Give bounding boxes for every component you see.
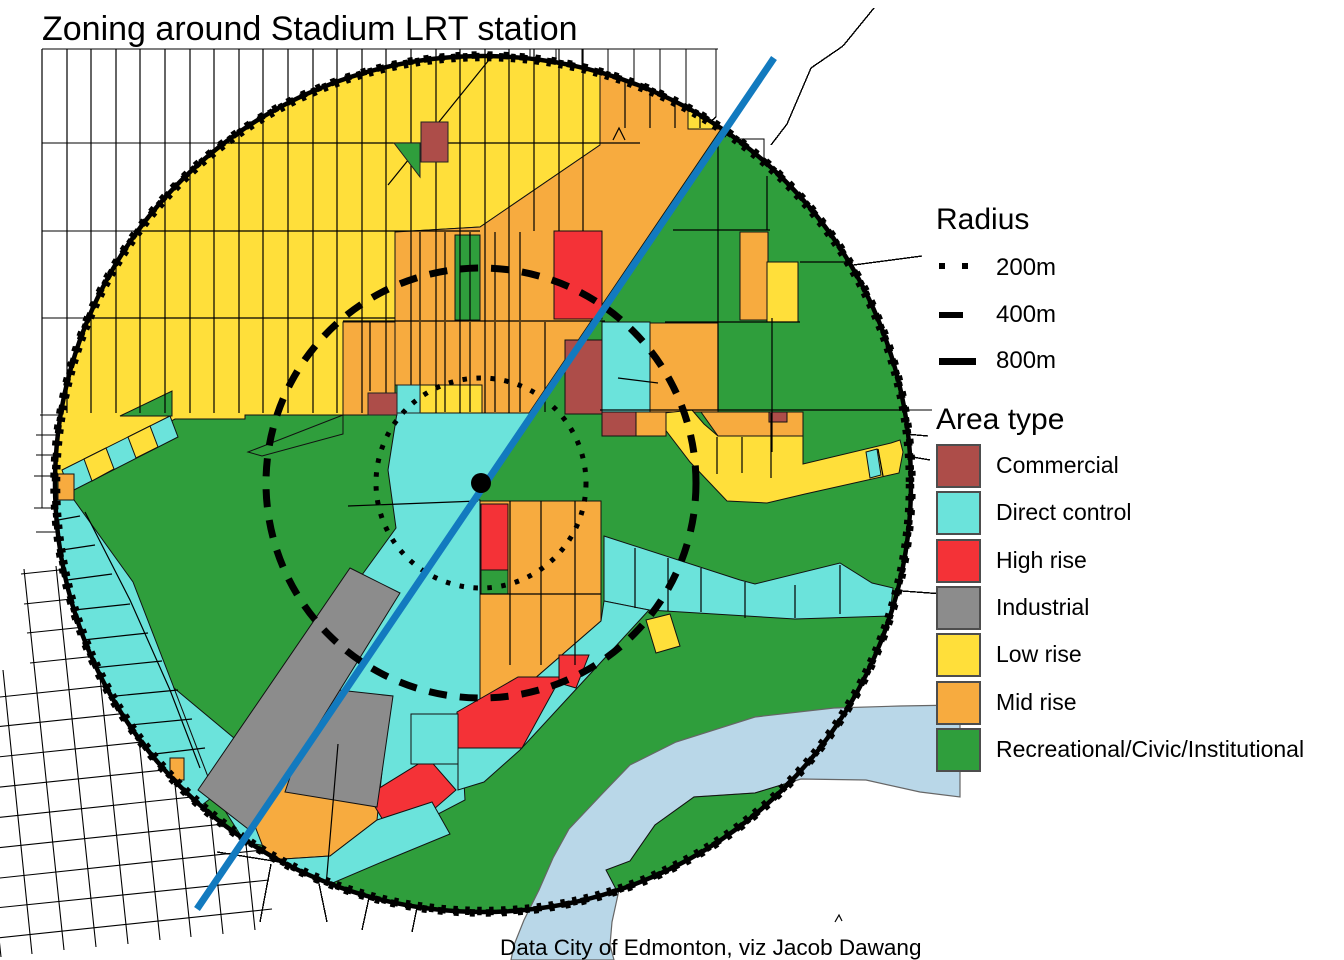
svg-text:200m: 200m [996,254,1056,281]
svg-text:Mid rise: Mid rise [996,689,1077,715]
svg-text:Area type: Area type [936,403,1064,436]
svg-text:Direct control: Direct control [996,499,1131,525]
svg-text:High rise: High rise [996,547,1087,573]
svg-text:400m: 400m [996,301,1056,328]
svg-text:Commercial: Commercial [996,452,1119,478]
svg-text:Data City of Edmonton, viz Jac: Data City of Edmonton, viz Jacob Dawang [500,935,921,960]
svg-text:800m: 800m [996,347,1056,374]
svg-text:Low rise: Low rise [996,641,1082,667]
svg-text:Zoning around Stadium LRT stat: Zoning around Stadium LRT station [42,10,578,48]
svg-text:Radius: Radius [936,203,1029,236]
svg-text:Industrial: Industrial [996,594,1089,620]
svg-text:Recreational/Civic/Institution: Recreational/Civic/Institutional [996,736,1304,762]
